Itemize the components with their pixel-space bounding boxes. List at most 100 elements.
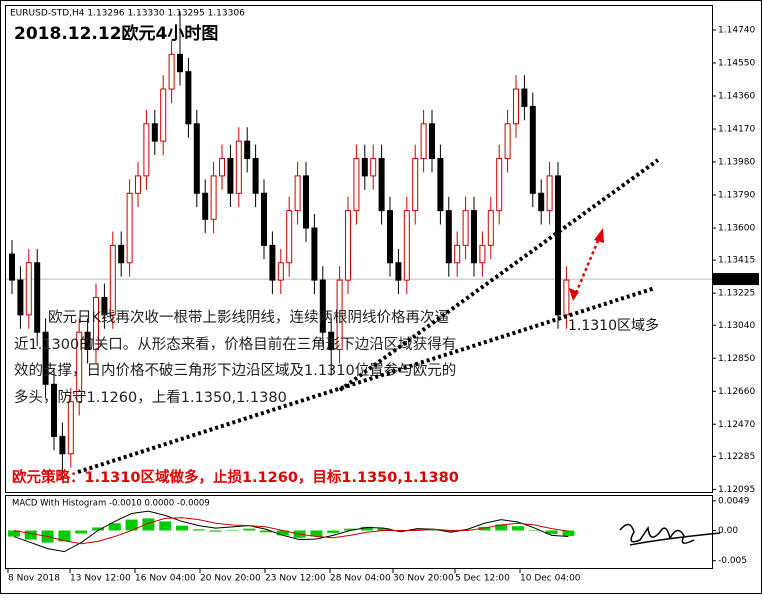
candle-body xyxy=(555,175,561,316)
signature xyxy=(619,523,721,546)
macd-bar xyxy=(377,528,390,531)
candle-body xyxy=(219,158,225,177)
macd-bar xyxy=(478,526,491,531)
candle-body xyxy=(126,192,133,264)
macd-bar xyxy=(344,528,356,531)
candle-body xyxy=(370,158,377,177)
annotation: 1.1310区域多 xyxy=(568,317,659,334)
candle-body xyxy=(277,262,284,281)
candle-body xyxy=(269,244,276,281)
candle-body xyxy=(504,123,511,160)
candle-body xyxy=(67,401,74,455)
macd-bar xyxy=(428,529,440,531)
arrow xyxy=(569,228,604,301)
candle-body xyxy=(437,158,444,212)
main-panel xyxy=(5,5,713,493)
macd-bar xyxy=(209,530,222,532)
macd-bar xyxy=(125,519,138,531)
candle-body xyxy=(151,123,158,142)
macd-bar xyxy=(360,526,373,531)
commentary: 近1.1300的关口。从形态来看，价格目前在三角形下边沿区域获得有 xyxy=(14,336,456,353)
candle-body xyxy=(9,253,15,281)
macd-bar xyxy=(92,527,104,531)
macd-y-tick-label: 0.0049 xyxy=(718,496,750,506)
candle-body xyxy=(445,210,452,264)
x-tick-label: 16 Nov 04:00 xyxy=(135,574,196,584)
y-tick-label: 1.14170 xyxy=(718,125,755,135)
x-tick-label: 8 Nov 2018 xyxy=(8,574,60,584)
macd-bar xyxy=(512,526,524,531)
candle-body xyxy=(496,158,503,212)
strategy: 欧元策略：1.1310区域做多，止损1.1260，目标1.1350,1.1380 xyxy=(12,468,459,486)
candle-body xyxy=(529,105,536,194)
candle-body xyxy=(403,210,410,281)
candle-body xyxy=(235,140,242,194)
candle-body xyxy=(479,244,486,264)
y-tick-label: 1.12285 xyxy=(718,452,755,462)
candle-body xyxy=(538,192,545,212)
macd-bar xyxy=(108,523,121,531)
macd-panel xyxy=(5,495,713,569)
x-tick-label: 10 Dec 04:00 xyxy=(520,574,581,584)
commentary: 多头，防守1.1260，上看1.1350,1.1380 xyxy=(14,389,287,406)
x-tick-label: 28 Nov 04:00 xyxy=(330,574,391,584)
candle-body xyxy=(387,210,393,264)
candle-body xyxy=(118,244,125,264)
macd-bar xyxy=(159,521,172,531)
candle-body xyxy=(303,175,309,229)
y-tick-label: 1.14740 xyxy=(718,26,755,36)
candle-body xyxy=(361,158,368,177)
candle-body xyxy=(227,158,234,194)
candle-body xyxy=(546,175,553,212)
macd-bar xyxy=(276,530,289,536)
candle-body xyxy=(454,244,461,264)
candle-body xyxy=(311,227,318,281)
macd-bar xyxy=(58,530,71,542)
commentary: 欧元日K线再次收一根带上影线阴线，连续两根阴线价格再次逼 xyxy=(48,309,449,326)
macd-bar xyxy=(75,530,88,534)
candle-body xyxy=(471,210,477,264)
candle-body xyxy=(395,262,402,281)
macd-bar xyxy=(8,530,20,537)
x-tick-label: 23 Nov 12:00 xyxy=(265,574,326,584)
last-price-tag xyxy=(713,273,759,286)
candle-body xyxy=(244,140,251,160)
candle-body xyxy=(109,244,116,316)
chart-title: 2018.12.12欧元4小时图 xyxy=(14,23,218,44)
y-tick-label: 1.13415 xyxy=(718,256,755,266)
y-tick-label: 1.13600 xyxy=(718,224,755,234)
candle-body xyxy=(177,53,183,73)
candle-body xyxy=(59,435,66,455)
candle-body xyxy=(135,175,141,194)
macd-bar xyxy=(226,529,239,531)
y-tick-label: 1.12095 xyxy=(718,485,755,495)
candle-body xyxy=(294,175,301,212)
macd-y-tick-label: -0.005 xyxy=(718,556,747,566)
last-price-label: 1.13306 xyxy=(717,275,754,285)
macd-y-tick-label: 0.00 xyxy=(718,526,738,536)
candle-body xyxy=(378,158,385,212)
y-tick-label: 1.14360 xyxy=(718,92,755,102)
candle-body xyxy=(345,210,351,281)
candle-body xyxy=(261,192,267,246)
candle-body xyxy=(328,331,335,351)
candle-body xyxy=(521,88,528,107)
x-tick-label: 5 Dec 12:00 xyxy=(455,574,510,584)
y-tick-label: 1.13980 xyxy=(718,158,755,168)
macd-bar xyxy=(142,518,155,531)
symbol-header: EURUSD-STD,H4 1.13296 1.13330 1.13295 1.… xyxy=(10,9,245,19)
candle-body xyxy=(487,210,494,246)
candle-body xyxy=(353,158,360,212)
macd-bar xyxy=(260,530,272,533)
macd-bar xyxy=(495,524,508,531)
macd-bar xyxy=(24,530,37,540)
candle-body xyxy=(42,331,49,385)
candle-body xyxy=(429,123,435,160)
macd-bar xyxy=(444,530,457,532)
x-tick-label: 13 Nov 12:00 xyxy=(70,574,131,584)
candle-body xyxy=(319,279,326,333)
candle-body xyxy=(185,71,192,125)
candle-body xyxy=(25,262,32,316)
